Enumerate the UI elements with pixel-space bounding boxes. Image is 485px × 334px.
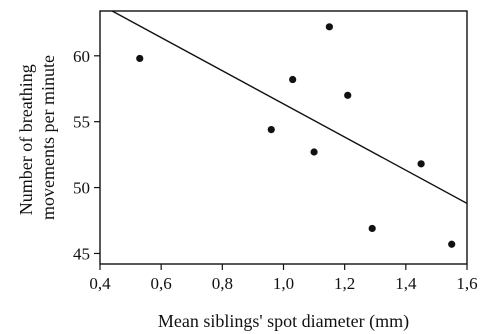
y-axis-title-line-1: Number of breathing <box>16 64 36 215</box>
data-point <box>344 91 352 99</box>
x-tick-label: 1,6 <box>456 274 477 293</box>
y-axis-title-line-2: movements per minute <box>38 55 58 220</box>
data-point <box>310 148 318 156</box>
y-tick-label: 55 <box>73 113 90 132</box>
data-point <box>267 125 275 134</box>
y-axis-title: Number of breathing movements per minute <box>16 55 58 220</box>
data-point <box>368 224 376 233</box>
data-point <box>136 54 144 63</box>
data-point <box>289 75 297 84</box>
y-tick-label: 50 <box>73 179 90 198</box>
data-point <box>417 160 425 168</box>
x-tick-label: 1,0 <box>273 274 294 293</box>
y-tick-label: 45 <box>73 244 90 263</box>
y-tick-label: 60 <box>73 47 90 66</box>
plot-frame <box>99 10 468 265</box>
regression-line <box>110 11 467 205</box>
x-tick-label: 0,4 <box>89 274 111 293</box>
x-tick-label: 1,4 <box>395 274 417 293</box>
data-point <box>448 240 456 248</box>
data-point <box>325 23 333 31</box>
x-tick-label: 0,8 <box>212 274 233 293</box>
x-tick-label: 1,2 <box>334 274 355 293</box>
x-axis-title: Mean siblings' spot diameter (mm) <box>158 311 409 332</box>
plot-area: 0,4 0,6 0,8 1,0 1,2 1,4 1,6 45 50 55 60 <box>73 10 478 293</box>
x-tick-label: 0,6 <box>151 274 172 293</box>
